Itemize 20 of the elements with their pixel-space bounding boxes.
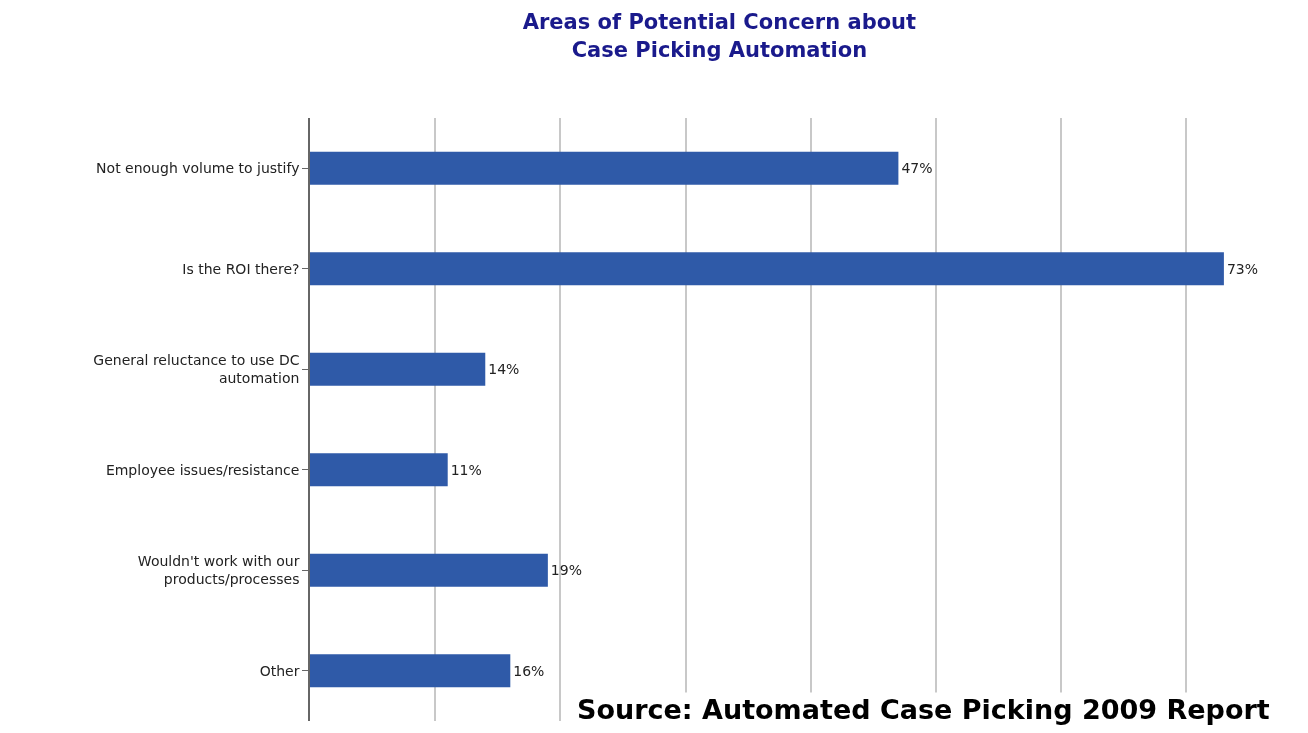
y-tick-label: Not enough volume to justify: [96, 160, 300, 177]
data-label: 47%: [901, 160, 933, 177]
data-label: 14%: [488, 361, 520, 378]
bar: [310, 151, 899, 185]
bar: [310, 654, 511, 688]
y-tick-label: Is the ROI there?: [182, 260, 300, 277]
bar: [310, 252, 1224, 286]
data-label: 19%: [550, 562, 582, 579]
y-tick-label: Other: [259, 662, 300, 679]
bar: [310, 352, 486, 386]
y-tick-label: General reluctance to use DC automation: [93, 352, 300, 387]
bar: [310, 453, 448, 487]
data-label: 73%: [1226, 260, 1259, 277]
y-tick-label: Wouldn't work with our products/processes: [137, 553, 300, 588]
annotation: Source: Automated Case Picking 2009 Report: [577, 694, 1270, 725]
bar: [310, 553, 548, 587]
data-label: 11%: [450, 461, 482, 478]
chart-title: Areas of Potential Concern about Case Picking Automation: [522, 10, 917, 62]
y-tick-label: Employee issues/resistance: [105, 461, 300, 478]
data-label: 16%: [513, 662, 545, 679]
